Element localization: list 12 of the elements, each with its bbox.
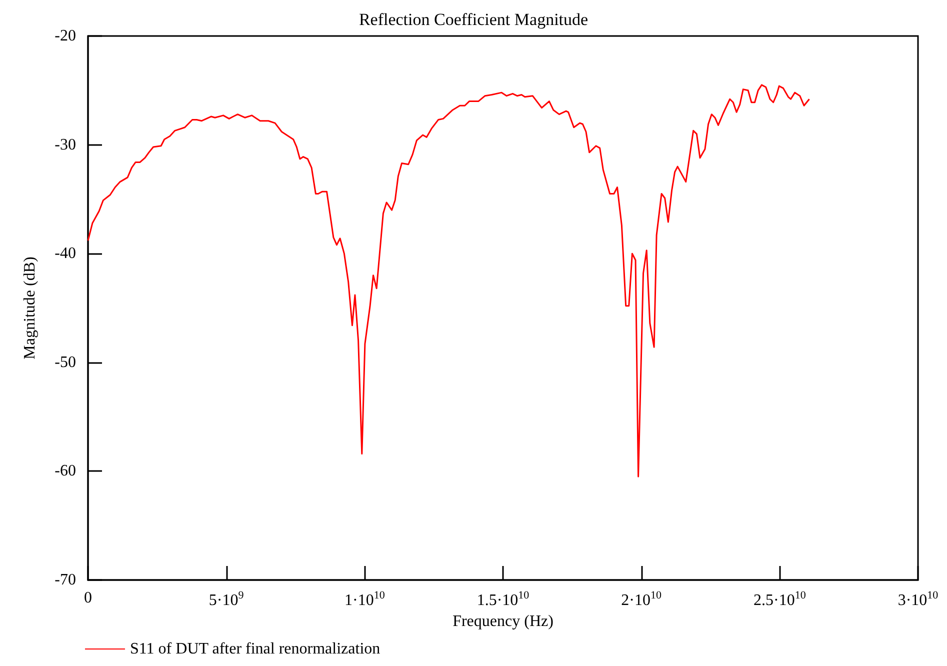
y-tick-label: -40 [54, 245, 76, 262]
y-tick-label: -30 [54, 136, 76, 154]
chart-title: Reflection Coefficient Magnitude [358, 10, 588, 29]
x-axis-title: Frequency (Hz) [452, 612, 554, 630]
y-tick-label: -60 [54, 462, 76, 480]
y-axis-title: Magnitude (dB) [22, 256, 38, 360]
y-tick-label: -50 [54, 354, 76, 371]
legend-label: S11 of DUT after final renormalization [130, 640, 380, 658]
y-tick-label: -20 [54, 28, 76, 44]
line-series [87, 84, 810, 478]
x-tick-label: 0 [84, 590, 92, 606]
y-tick-label: -70 [54, 572, 76, 588]
